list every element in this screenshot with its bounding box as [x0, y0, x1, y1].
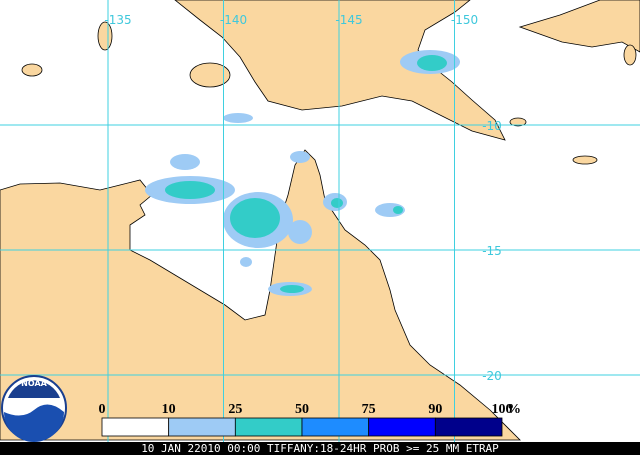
legend-swatch: [101, 417, 170, 437]
legend-tick: 75: [362, 402, 376, 417]
noaa-logo: NOAA: [1, 375, 67, 442]
legend-tick: 50: [295, 402, 309, 417]
legend-unit: %: [507, 402, 521, 417]
legend-tick: 25: [228, 402, 242, 417]
land: [21, 63, 43, 77]
legend-tick: 90: [428, 402, 442, 417]
lon-label: -140: [220, 13, 247, 27]
legend-swatch: [434, 417, 503, 437]
precip: [145, 50, 460, 296]
lon-label: -135: [104, 13, 131, 27]
logo-text: NOAA: [21, 379, 47, 388]
land: [174, 0, 506, 141]
land: [518, 0, 640, 53]
legend-swatch: [301, 417, 370, 437]
legend-tick: 0: [99, 402, 106, 417]
lon-label: -150: [451, 13, 478, 27]
lat-label: -20: [482, 369, 502, 383]
lat-label: -15: [482, 244, 502, 258]
footer: 10 JAN 22010 00:00 TIFFANY:18-24HR PROB …: [141, 442, 499, 455]
legend-swatch: [168, 417, 236, 437]
lat-label: -10: [482, 119, 502, 133]
legend-tick: 10: [162, 402, 176, 417]
land: [189, 62, 231, 88]
lon-label: -145: [335, 13, 362, 27]
legend-tick: 100: [492, 402, 513, 417]
footer-bar: [0, 442, 640, 455]
land: [572, 155, 598, 165]
land: [623, 44, 637, 66]
legend-swatch: [368, 417, 436, 437]
legend-swatch: [234, 417, 303, 437]
land: [509, 117, 527, 127]
